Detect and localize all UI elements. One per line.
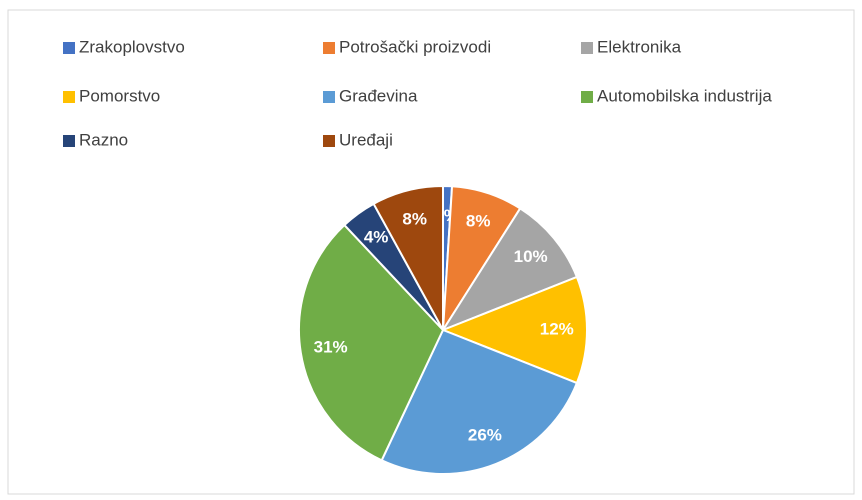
legend-label: Zrakoplovstvo xyxy=(79,37,185,56)
legend-swatch xyxy=(323,135,335,147)
legend-label: Elektronika xyxy=(597,37,682,56)
legend-swatch xyxy=(63,42,75,54)
pie-slice xyxy=(298,223,445,462)
data-label: 12% xyxy=(540,319,574,338)
pie-slice xyxy=(372,184,444,331)
data-label: 10% xyxy=(514,247,548,266)
legend-label: Razno xyxy=(79,130,128,149)
legend-swatch xyxy=(63,91,75,103)
legend-swatch xyxy=(581,42,593,54)
legend-swatch xyxy=(63,135,75,147)
legend-swatch xyxy=(323,91,335,103)
legend-label: Potrošački proizvodi xyxy=(339,37,491,56)
data-label: 4% xyxy=(364,227,389,246)
legend-swatch xyxy=(581,91,593,103)
legend-label: Uređaji xyxy=(339,130,393,149)
legend-label: Automobilska industrija xyxy=(597,86,772,105)
legend-swatch xyxy=(323,42,335,54)
legend-label: Građevina xyxy=(339,86,418,105)
pie-slice xyxy=(440,275,588,385)
pie-slice xyxy=(440,207,579,333)
data-label: 8% xyxy=(402,209,427,228)
legend-label: Pomorstvo xyxy=(79,86,160,105)
pie-slice xyxy=(380,328,579,475)
data-label: 31% xyxy=(314,337,348,356)
data-label: 8% xyxy=(466,211,491,230)
data-label: 26% xyxy=(468,425,502,444)
